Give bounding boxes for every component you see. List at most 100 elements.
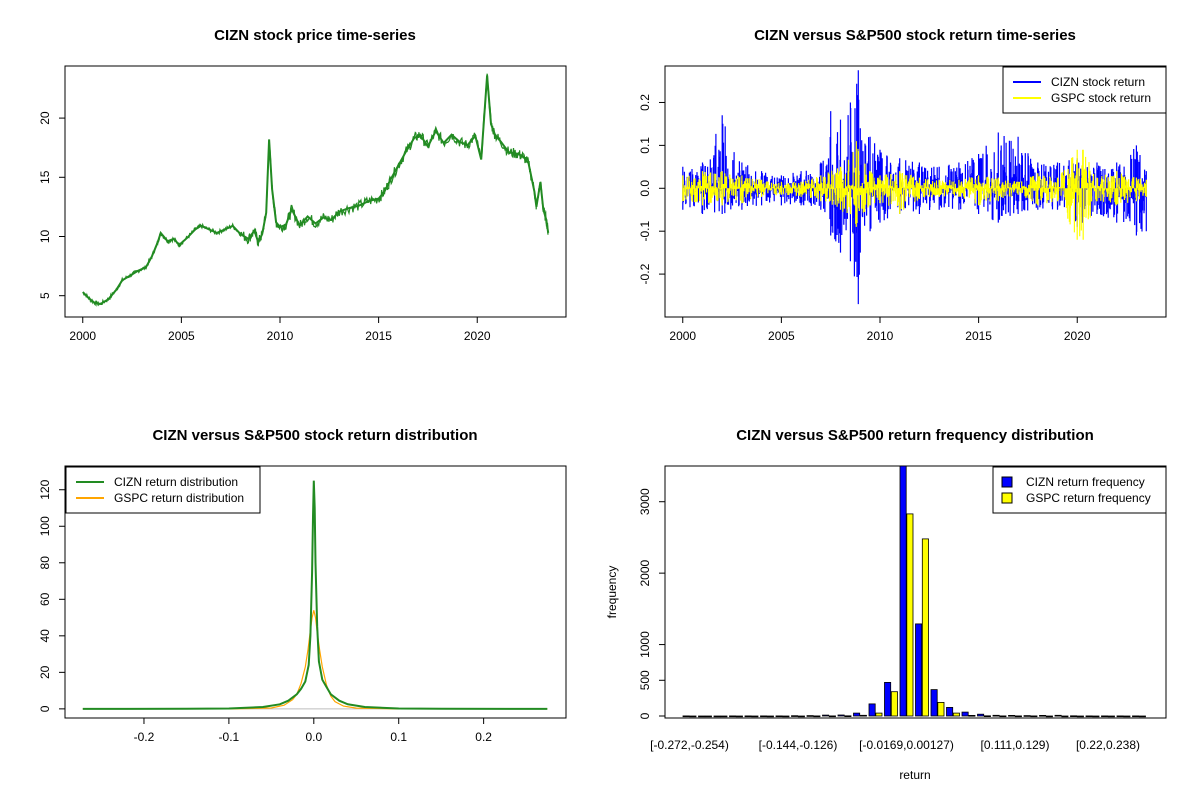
x-tick-label: [0.111,0.129) — [981, 738, 1050, 752]
price-line — [82, 75, 550, 306]
y-tick-label: 60 — [38, 592, 52, 606]
plot-frame-4 — [664, 465, 1167, 719]
y-tick-label: 20 — [38, 111, 52, 125]
legend-box — [1002, 66, 1167, 114]
bar — [813, 715, 821, 718]
bar — [682, 715, 690, 718]
x-axis-label: return — [899, 768, 930, 782]
bar — [1092, 715, 1100, 718]
gspc-return-series — [682, 141, 1147, 240]
y-tick-label: -0.2 — [638, 263, 652, 284]
legend-label: GSPC stock return — [1051, 91, 1151, 105]
chart-title-2: CIZN versus S&P500 stock return time-ser… — [754, 27, 1076, 44]
gspc-density-line — [82, 610, 548, 710]
legend-swatch — [1001, 476, 1013, 488]
bar — [1061, 715, 1069, 718]
price-line-detail — [82, 73, 549, 307]
bar — [782, 715, 790, 718]
bar — [689, 715, 697, 718]
y-tick-label: 0.0 — [638, 180, 652, 197]
chart-title-4: CIZN versus S&P500 return frequency dist… — [736, 427, 1094, 444]
y-tick-label: 0.1 — [638, 137, 652, 154]
x-tick-label: -0.1 — [219, 730, 240, 744]
x-tick-label: 2015 — [965, 329, 992, 343]
y-tick-label: -0.1 — [638, 221, 652, 242]
y-tick-label: 0 — [638, 712, 652, 719]
bar — [828, 715, 836, 718]
x-tick-label: 2005 — [768, 329, 795, 343]
bar — [844, 715, 852, 717]
x-tick-label: 2000 — [69, 329, 96, 343]
y-tick-label: 5 — [38, 292, 52, 299]
x-tick-label: 2020 — [464, 329, 491, 343]
bar — [890, 691, 898, 717]
bar — [961, 711, 969, 717]
bar — [1116, 715, 1124, 718]
bar — [968, 715, 976, 717]
bar — [899, 465, 907, 717]
bar — [952, 712, 960, 717]
bar — [1023, 715, 1031, 717]
bar — [775, 715, 783, 718]
bar — [1030, 715, 1038, 718]
legend-box — [65, 466, 261, 514]
x-tick-label: 0.1 — [390, 730, 407, 744]
y-tick-label: 2000 — [638, 559, 652, 586]
bar — [1085, 715, 1093, 718]
bar — [797, 715, 805, 718]
x-tick-label: 2015 — [365, 329, 392, 343]
bar — [915, 623, 923, 717]
y-tick-label: 0 — [38, 705, 52, 712]
bar — [791, 715, 799, 717]
bar — [884, 682, 892, 717]
bar — [921, 538, 929, 717]
x-tick-label: [-0.272,-0.254) — [650, 738, 729, 752]
legend-4: CIZN return frequency GSPC return frequen… — [992, 466, 1167, 514]
y-tick-label: 20 — [38, 665, 52, 679]
legend-swatch — [1001, 492, 1013, 504]
y-tick-label: 500 — [638, 670, 652, 690]
bar — [760, 715, 768, 718]
plot-frame-2 — [664, 65, 1167, 318]
x-tick-label: 2005 — [168, 329, 195, 343]
bar — [946, 707, 954, 717]
bar — [1138, 715, 1146, 718]
bar — [806, 715, 814, 717]
bar — [729, 715, 737, 718]
bar — [720, 715, 728, 718]
bar — [1014, 715, 1022, 718]
legend-label: GSPC return distribution — [114, 491, 244, 505]
return-spikes — [682, 141, 1147, 240]
bar — [999, 715, 1007, 718]
plot-frame-3 — [64, 465, 567, 719]
x-tick-label: -0.2 — [134, 730, 155, 744]
y-tick-label: 80 — [38, 556, 52, 570]
y-tick-label: 15 — [38, 170, 52, 184]
y-tick-label: 1000 — [638, 631, 652, 658]
bar — [1132, 715, 1140, 718]
legend-label: GSPC return frequency — [1026, 491, 1151, 505]
y-tick-label: 120 — [38, 479, 52, 499]
x-tick-label: 2020 — [1064, 329, 1091, 343]
bar — [1101, 715, 1109, 718]
bar — [713, 715, 721, 718]
x-tick-label: [0.22,0.238) — [1076, 738, 1140, 752]
legend-label: CIZN stock return — [1051, 75, 1145, 89]
bar — [766, 715, 774, 718]
bar — [875, 712, 883, 717]
bar — [744, 715, 752, 718]
legend-2: CIZN stock return GSPC stock return — [1002, 66, 1167, 114]
bar — [751, 715, 759, 718]
bar — [698, 715, 706, 718]
y-tick-label: 10 — [38, 229, 52, 243]
x-tick-label: 2000 — [669, 329, 696, 343]
y-tick-label: 3000 — [638, 488, 652, 515]
cizn-density-line — [82, 480, 548, 710]
bar — [853, 712, 861, 717]
bar — [983, 715, 991, 717]
x-tick-label: [-0.144,-0.126) — [759, 738, 838, 752]
bar — [937, 702, 945, 717]
x-tick-label: 0.2 — [475, 730, 492, 744]
bar — [837, 714, 845, 717]
